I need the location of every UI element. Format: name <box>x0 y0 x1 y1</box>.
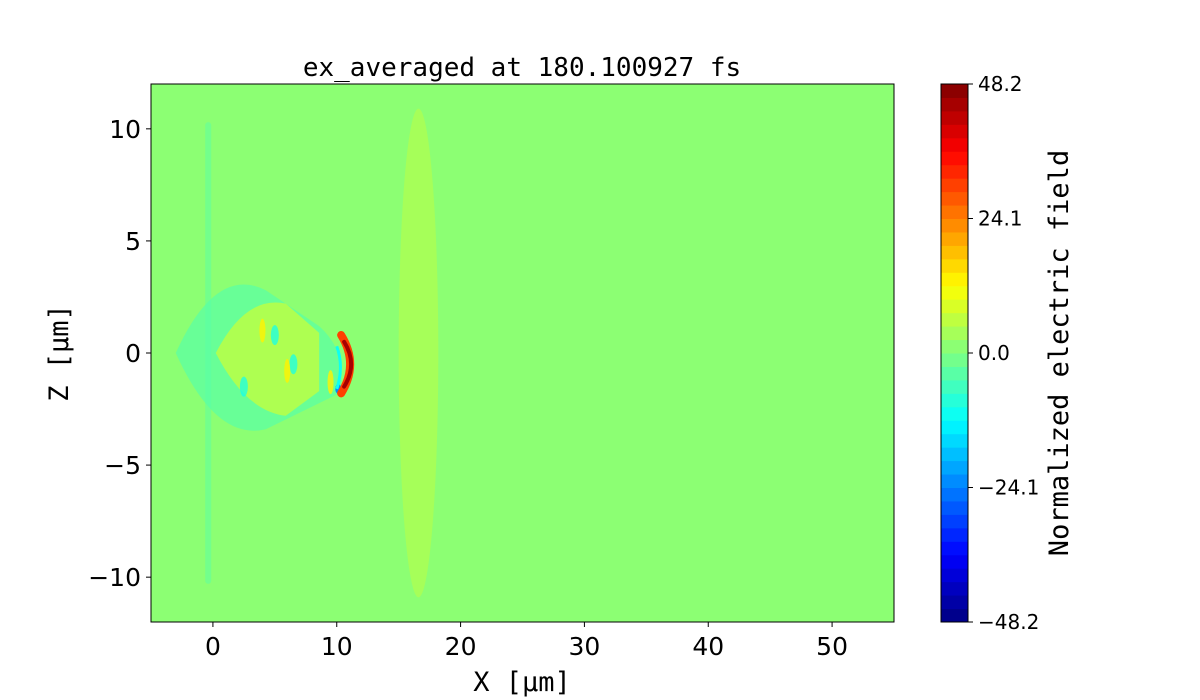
colorbar: −48.2 −24.1 0.0 24.1 48.2 <box>940 72 1039 634</box>
heatmap-feature-wake-blob <box>284 358 291 383</box>
colorbar-level <box>941 258 968 273</box>
x-tick-label: 10 <box>321 632 353 661</box>
colorbar-level <box>941 474 968 488</box>
heatmap-feature-wake-blob <box>259 318 266 343</box>
colorbar-level <box>941 420 968 435</box>
colorbar-level <box>941 406 968 421</box>
colorbar-level <box>941 178 968 193</box>
colorbar-level <box>941 164 968 179</box>
colorbar-level <box>941 205 968 219</box>
heatmap-feature-negative-arc <box>335 345 342 390</box>
colorbar-level <box>941 326 968 341</box>
x-tick-label: 30 <box>569 632 601 661</box>
colorbar-level <box>941 312 968 327</box>
colorbar-level <box>941 379 968 394</box>
colorbar-level <box>941 339 968 354</box>
colorbar-level <box>941 272 968 287</box>
axes: 0 10 20 30 40 50 −10 −5 0 5 10 <box>88 83 895 661</box>
y-tick-label: 0 <box>125 339 141 368</box>
colorbar-level <box>941 487 968 502</box>
colorbar-level <box>941 285 968 300</box>
colorbar-level <box>941 527 968 542</box>
heatmap-feature-ion-slab <box>398 108 439 598</box>
chart-title: ex_averaged at 180.100927 fs <box>303 53 741 83</box>
colorbar-level <box>941 433 968 448</box>
colorbar-level <box>941 110 968 125</box>
x-tick-label: 50 <box>816 632 848 661</box>
heatmap-feature-front-core <box>342 339 354 389</box>
colorbar-level <box>941 353 968 367</box>
heatmap-feature-wake-blob <box>289 354 298 375</box>
colorbar-level <box>941 500 968 515</box>
y-axis-label: Z [μm] <box>44 304 75 402</box>
colorbar-tick-label: −48.2 <box>978 610 1039 634</box>
colorbar-level <box>941 447 968 462</box>
colorbar-level <box>941 514 968 529</box>
colorbar-level <box>941 608 968 623</box>
colorbar-level <box>941 84 968 98</box>
y-tick-label: 10 <box>109 115 141 144</box>
colorbar-level <box>941 393 968 408</box>
x-tick-label: 40 <box>692 632 724 661</box>
colorbar-tick-label: 48.2 <box>978 72 1023 96</box>
colorbar-level <box>941 218 968 233</box>
y-tick-label: −10 <box>88 563 141 592</box>
colorbar-level <box>941 137 968 152</box>
colorbar-level <box>941 541 968 556</box>
colorbar-tick-label: −24.1 <box>978 476 1039 500</box>
colorbar-level <box>941 568 968 583</box>
colorbar-level <box>941 366 968 381</box>
colorbar-label: Normalized electric field <box>1044 150 1075 556</box>
x-tick-label: 0 <box>205 632 221 661</box>
y-tick-label: −5 <box>104 451 141 480</box>
colorbar-level <box>941 231 968 246</box>
colorbar-level <box>941 554 968 569</box>
colorbar-level <box>941 299 968 314</box>
colorbar-level <box>941 191 968 206</box>
colorbar-tick-label: 24.1 <box>978 207 1023 231</box>
colorbar-level <box>941 245 968 260</box>
heatmap-feature-wake-blob <box>327 370 334 395</box>
x-axis-label: X [μm] <box>473 667 571 698</box>
colorbar-level <box>941 595 968 610</box>
x-tick-label: 20 <box>445 632 477 661</box>
heatmap-plot-area <box>151 84 894 622</box>
colorbar-tick-label: 0.0 <box>978 341 1010 365</box>
heatmap-feature-wake-blob <box>270 325 279 346</box>
colorbar-level <box>941 124 968 139</box>
colorbar-level <box>941 581 968 596</box>
colorbar-level <box>941 97 968 112</box>
colorbar-level <box>941 460 968 475</box>
colorbar-level <box>941 151 968 166</box>
heatmap-feature-wake-blob <box>239 376 248 397</box>
y-tick-label: 5 <box>125 227 141 256</box>
